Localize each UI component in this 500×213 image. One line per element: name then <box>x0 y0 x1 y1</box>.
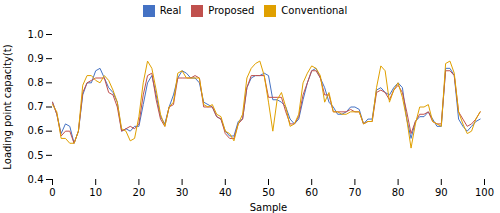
svg-text:100: 100 <box>475 187 494 198</box>
svg-text:40: 40 <box>219 187 232 198</box>
svg-text:70: 70 <box>349 187 362 198</box>
svg-text:0.6: 0.6 <box>28 125 44 136</box>
svg-text:10: 10 <box>89 187 102 198</box>
svg-text:0.8: 0.8 <box>28 77 44 88</box>
svg-text:0.5: 0.5 <box>28 150 44 161</box>
svg-text:30: 30 <box>176 187 189 198</box>
svg-text:80: 80 <box>392 187 405 198</box>
html-text:Conventional: Conventional <box>281 5 348 16</box>
svg-text:20: 20 <box>133 187 146 198</box>
svg-text:90: 90 <box>435 187 448 198</box>
svg-text:50: 50 <box>262 187 275 198</box>
svg-text:1.0: 1.0 <box>28 29 44 40</box>
svg-text:0.9: 0.9 <box>28 53 44 64</box>
svg-text:60: 60 <box>305 187 318 198</box>
html-text:Real: Real <box>159 5 182 16</box>
svg-text:Loading point capacity(t): Loading point capacity(t) <box>2 44 13 169</box>
svg-text:0.7: 0.7 <box>28 101 44 112</box>
svg-text:0.4: 0.4 <box>28 174 44 185</box>
svg-text:0: 0 <box>49 187 55 198</box>
svg-text:Sample: Sample <box>250 202 288 213</box>
html-text:Proposed: Proposed <box>208 5 255 16</box>
